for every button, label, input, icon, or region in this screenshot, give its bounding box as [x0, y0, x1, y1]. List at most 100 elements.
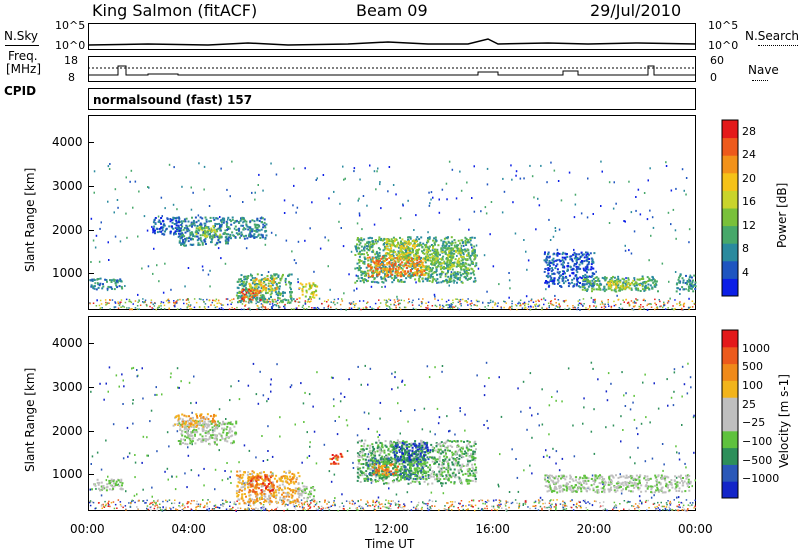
- echo-cell: [451, 262, 454, 264]
- echo-cell: [462, 253, 465, 256]
- echo-cell: [309, 297, 312, 300]
- scatter-echo: [207, 273, 210, 276]
- echo-cell: [265, 301, 268, 304]
- scatter-echo: [502, 177, 504, 180]
- echo-cell: [577, 266, 580, 269]
- echo-cell: [203, 239, 206, 242]
- echo-cell: [266, 277, 269, 280]
- near-range-echo: [469, 308, 471, 311]
- scatter-echo: [373, 170, 376, 173]
- near-range-echo: [394, 301, 396, 303]
- near-range-echo: [572, 307, 574, 309]
- near-range-echo: [505, 501, 508, 503]
- scatter-echo: [530, 298, 533, 301]
- echo-cell: [592, 278, 595, 281]
- echo-cell: [627, 278, 630, 281]
- scatter-echo: [230, 385, 232, 388]
- echo-cell: [554, 267, 557, 270]
- near-range-echo: [138, 299, 140, 301]
- near-range-echo: [608, 305, 610, 307]
- scatter-echo: [568, 307, 570, 310]
- echo-cell: [424, 244, 427, 247]
- y-tick-mark: [88, 273, 94, 275]
- near-range-echo: [580, 506, 582, 509]
- echo-cell: [260, 279, 263, 282]
- echo-cell: [447, 270, 449, 273]
- scatter-echo: [322, 174, 325, 176]
- scatter-echo: [254, 198, 256, 201]
- scatter-echo: [226, 462, 228, 464]
- near-range-echo: [342, 505, 345, 507]
- echo-cell: [404, 273, 407, 276]
- echo-cell: [252, 279, 255, 282]
- scatter-echo: [136, 493, 138, 496]
- echo-cell: [409, 247, 412, 250]
- scatter-echo: [685, 193, 687, 196]
- echo-cell: [463, 268, 466, 271]
- scatter-echo: [105, 479, 108, 482]
- scatter-echo: [483, 424, 485, 426]
- echo-cell: [359, 267, 362, 269]
- near-range-echo: [650, 303, 652, 305]
- echo-cell: [451, 268, 454, 271]
- echo-cell: [605, 283, 608, 286]
- echo-cell: [467, 272, 470, 275]
- scatter-echo: [651, 457, 654, 460]
- near-range-echo: [594, 302, 596, 304]
- near-range-echo: [534, 500, 537, 503]
- scatter-echo: [125, 490, 127, 493]
- scatter-echo: [529, 372, 532, 375]
- echo-cell: [383, 254, 386, 257]
- scatter-echo: [648, 259, 650, 262]
- echo-cell: [580, 260, 583, 262]
- freq-label-1: Freq.: [8, 49, 38, 63]
- near-range-echo: [653, 502, 656, 505]
- near-range-echo: [313, 505, 315, 508]
- near-range-echo: [535, 307, 537, 310]
- echo-cell: [271, 284, 274, 287]
- near-range-echo: [466, 301, 469, 303]
- scatter-echo: [508, 491, 511, 493]
- echo-cell: [405, 267, 408, 269]
- echo-cell: [375, 262, 378, 265]
- echo-cell: [443, 240, 446, 243]
- near-range-echo: [372, 504, 374, 506]
- echo-cell: [387, 252, 390, 255]
- near-range-echo: [130, 308, 132, 310]
- echo-cell: [465, 249, 468, 252]
- echo-cell: [110, 286, 113, 289]
- echo-cell: [558, 258, 561, 261]
- echo-cell: [567, 262, 570, 265]
- scatter-echo: [446, 415, 448, 418]
- near-range-echo: [644, 501, 647, 503]
- echo-cell: [637, 287, 639, 290]
- echo-cell: [260, 284, 262, 287]
- near-range-echo: [584, 500, 586, 503]
- echo-cell: [185, 217, 188, 220]
- echo-cell: [378, 251, 381, 254]
- scatter-echo: [622, 429, 624, 431]
- echo-cell: [112, 278, 115, 281]
- near-range-echo: [281, 499, 283, 501]
- echo-cell: [369, 269, 372, 272]
- echo-cell: [437, 264, 440, 267]
- echo-cell: [236, 286, 239, 289]
- near-range-echo: [275, 305, 278, 307]
- echo-cell: [259, 291, 262, 294]
- near-range-echo: [492, 507, 495, 509]
- near-range-echo: [482, 508, 484, 511]
- echo-cell: [575, 253, 578, 256]
- scatter-echo: [449, 306, 451, 309]
- scatter-echo: [276, 363, 278, 366]
- echo-cell: [566, 265, 569, 268]
- near-range-echo: [204, 303, 207, 305]
- echo-cell: [461, 251, 464, 254]
- near-range-echo: [333, 298, 336, 301]
- scatter-echo: [309, 441, 311, 444]
- echo-cell: [360, 245, 363, 248]
- near-range-echo: [261, 308, 264, 311]
- echo-cell: [311, 292, 314, 295]
- echo-cell: [432, 255, 434, 258]
- near-range-echo: [441, 304, 444, 307]
- echo-cell: [178, 229, 181, 232]
